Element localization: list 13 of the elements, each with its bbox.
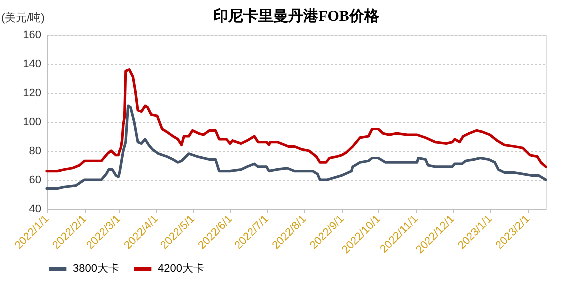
chart-title: 印尼卡里曼丹港FOB价格 xyxy=(214,8,380,25)
line-series xyxy=(46,104,548,190)
legend-label: 4200大卡 xyxy=(158,262,204,275)
y-tick-label: 100 xyxy=(23,116,42,128)
y-tick-label: 60 xyxy=(29,174,42,186)
y-tick-label: 120 xyxy=(23,88,42,100)
legend-label: 3800大卡 xyxy=(73,262,120,275)
y-tick-label: 140 xyxy=(23,58,42,70)
y-tick-label: 80 xyxy=(29,146,42,158)
y-tick-label: 160 xyxy=(23,30,42,42)
line-series xyxy=(46,68,548,173)
y-tick-label: 40 xyxy=(29,204,42,216)
y-axis-title: (美元/吨) xyxy=(2,12,45,24)
